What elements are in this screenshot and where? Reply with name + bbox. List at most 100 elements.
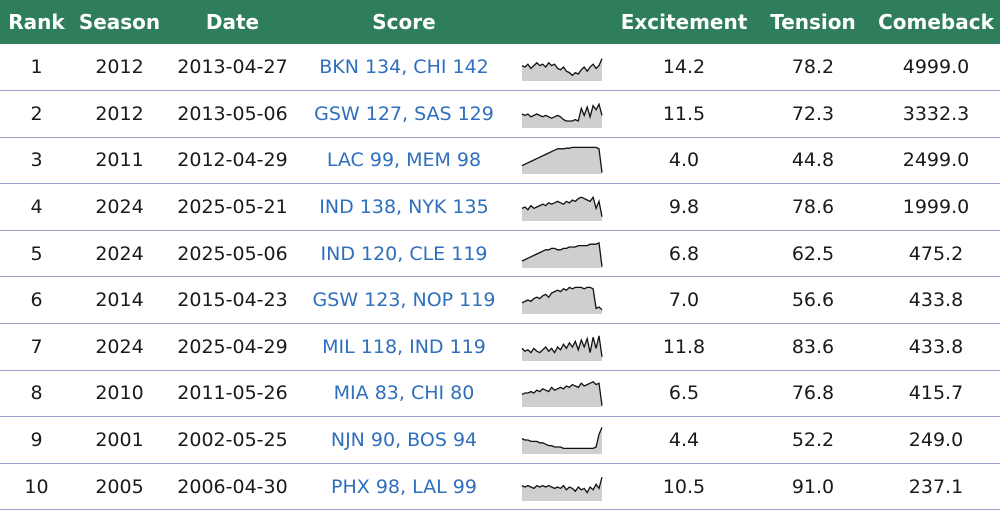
score-link[interactable]: BKN 134, CHI 142 bbox=[319, 56, 489, 79]
comeback-cell: 415.7 bbox=[908, 382, 964, 405]
season-cell: 2011 bbox=[95, 149, 144, 172]
header-trend bbox=[509, 0, 614, 44]
header-excitement[interactable]: Excitement bbox=[620, 10, 748, 34]
sparkline-line bbox=[521, 147, 603, 174]
score-link[interactable]: MIL 118, IND 119 bbox=[322, 335, 486, 358]
comeback-cell: 249.0 bbox=[908, 429, 964, 452]
score-cell: IND 120, CLE 119 bbox=[299, 230, 509, 277]
table-row: 5 2024 2025-05-06 IND 120, CLE 119 6.8 62.5 47… bbox=[0, 230, 1000, 277]
date-cell: 2006-04-30 bbox=[177, 475, 288, 498]
rank-cell: 4 bbox=[30, 196, 43, 219]
date-cell: 2013-04-27 bbox=[177, 56, 288, 79]
sparkline-area bbox=[521, 427, 602, 455]
rank-cell: 10 bbox=[24, 475, 49, 498]
excitement-cell: 6.8 bbox=[668, 242, 700, 265]
score-link[interactable]: LAC 99, MEM 98 bbox=[326, 149, 482, 172]
table-header-row: Rank Season Date Score Excitement Tensio… bbox=[0, 0, 1000, 44]
comeback-cell: 433.8 bbox=[908, 289, 964, 312]
date-cell: 2011-05-26 bbox=[177, 382, 288, 405]
season-cell: 2024 bbox=[95, 242, 144, 265]
rank-cell: 2 bbox=[30, 102, 43, 125]
game-flow-sparkline bbox=[521, 241, 603, 268]
tension-cell: 78.2 bbox=[791, 56, 835, 79]
season-cell: 2001 bbox=[95, 429, 144, 452]
excitement-cell: 7.0 bbox=[668, 289, 700, 312]
season-cell: 2010 bbox=[95, 382, 144, 405]
comeback-cell: 4999.0 bbox=[902, 56, 970, 79]
tension-cell: 62.5 bbox=[791, 242, 835, 265]
excitement-cell: 10.5 bbox=[662, 475, 706, 498]
header-comeback[interactable]: Comeback bbox=[878, 10, 994, 34]
game-flow-sparkline bbox=[521, 286, 602, 315]
score-cell: GSW 123, NOP 119 bbox=[299, 277, 509, 324]
score-link[interactable]: GSW 127, SAS 129 bbox=[314, 102, 494, 125]
excitement-cell: 4.0 bbox=[668, 149, 700, 172]
comeback-cell: 433.8 bbox=[908, 335, 964, 358]
sparkline-area bbox=[521, 197, 602, 222]
comeback-cell: 1999.0 bbox=[902, 196, 970, 219]
score-cell: IND 138, NYK 135 bbox=[299, 184, 509, 231]
comeback-cell: 475.2 bbox=[908, 242, 964, 265]
header-rank[interactable]: Rank bbox=[8, 10, 65, 34]
sparkline-area bbox=[521, 242, 602, 268]
tension-cell: 72.3 bbox=[791, 102, 835, 125]
header-season[interactable]: Season bbox=[78, 10, 161, 34]
score-link[interactable]: IND 120, CLE 119 bbox=[320, 242, 488, 265]
header-date[interactable]: Date bbox=[205, 10, 260, 34]
score-link[interactable]: MIA 83, CHI 80 bbox=[333, 382, 475, 405]
score-link[interactable]: PHX 98, LAL 99 bbox=[331, 475, 477, 498]
sparkline-line bbox=[521, 241, 603, 267]
table-row: 2 2012 2013-05-06 GSW 127, SAS 129 11.5 72.3 3… bbox=[0, 91, 1000, 138]
header-score[interactable]: Score bbox=[372, 10, 436, 34]
date-cell: 2015-04-23 bbox=[177, 289, 288, 312]
table-row: 6 2014 2015-04-23 GSW 123, NOP 119 7.0 56.6 43… bbox=[0, 277, 1000, 324]
comeback-cell: 2499.0 bbox=[902, 149, 970, 172]
season-cell: 2012 bbox=[95, 102, 144, 125]
game-flow-sparkline bbox=[521, 381, 603, 408]
tension-cell: 52.2 bbox=[791, 429, 835, 452]
table-row: 1 2012 2013-04-27 BKN 134, CHI 142 14.2 78.2 4… bbox=[0, 44, 1000, 91]
score-link[interactable]: NJN 90, BOS 94 bbox=[330, 429, 478, 452]
score-cell: MIA 83, CHI 80 bbox=[299, 370, 509, 417]
score-cell: NJN 90, BOS 94 bbox=[299, 417, 509, 464]
sparkline-line bbox=[521, 427, 603, 450]
score-cell: BKN 134, CHI 142 bbox=[299, 44, 509, 91]
excitement-cell: 14.2 bbox=[662, 56, 706, 79]
sparkline-area bbox=[521, 147, 602, 175]
excitement-cell: 11.8 bbox=[662, 335, 706, 358]
excitement-cell: 9.8 bbox=[668, 196, 700, 219]
sparkline-line bbox=[521, 335, 603, 357]
score-link[interactable]: GSW 123, NOP 119 bbox=[312, 289, 496, 312]
score-cell: LAC 99, MEM 98 bbox=[299, 137, 509, 184]
rank-cell: 3 bbox=[30, 149, 43, 172]
table-body: 1 2012 2013-04-27 BKN 134, CHI 142 14.2 78.2 4… bbox=[0, 44, 1000, 510]
tension-cell: 78.6 bbox=[791, 196, 835, 219]
season-cell: 2024 bbox=[95, 335, 144, 358]
excitement-cell: 11.5 bbox=[662, 102, 706, 125]
season-cell: 2005 bbox=[95, 475, 144, 498]
date-cell: 2025-05-06 bbox=[177, 242, 288, 265]
game-flow-sparkline bbox=[521, 102, 603, 128]
excitement-cell: 6.5 bbox=[668, 382, 700, 405]
table-row: 10 2005 2006-04-30 PHX 98, LAL 99 10.5 91.0 23… bbox=[0, 463, 1000, 510]
date-cell: 2012-04-29 bbox=[177, 149, 288, 172]
tension-cell: 56.6 bbox=[791, 289, 835, 312]
date-cell: 2013-05-06 bbox=[177, 102, 288, 125]
game-flow-sparkline bbox=[521, 195, 603, 222]
excitement-cell: 4.4 bbox=[668, 429, 700, 452]
table-row: 7 2024 2025-04-29 MIL 118, IND 119 11.8 83.6 4… bbox=[0, 324, 1000, 371]
comeback-cell: 237.1 bbox=[908, 475, 964, 498]
sparkline-cell bbox=[509, 277, 614, 324]
score-link[interactable]: IND 138, NYK 135 bbox=[319, 196, 489, 219]
season-cell: 2012 bbox=[95, 56, 144, 79]
score-cell: PHX 98, LAL 99 bbox=[299, 463, 509, 510]
rank-cell: 6 bbox=[30, 289, 43, 312]
sparkline-line bbox=[521, 102, 603, 122]
header-tension[interactable]: Tension bbox=[770, 10, 856, 34]
table-row: 9 2001 2002-05-25 NJN 90, BOS 94 4.4 52.2 249.… bbox=[0, 417, 1000, 464]
season-cell: 2024 bbox=[95, 196, 144, 219]
rank-cell: 5 bbox=[30, 242, 43, 265]
sparkline-cell bbox=[509, 230, 614, 277]
rank-cell: 1 bbox=[30, 56, 43, 79]
